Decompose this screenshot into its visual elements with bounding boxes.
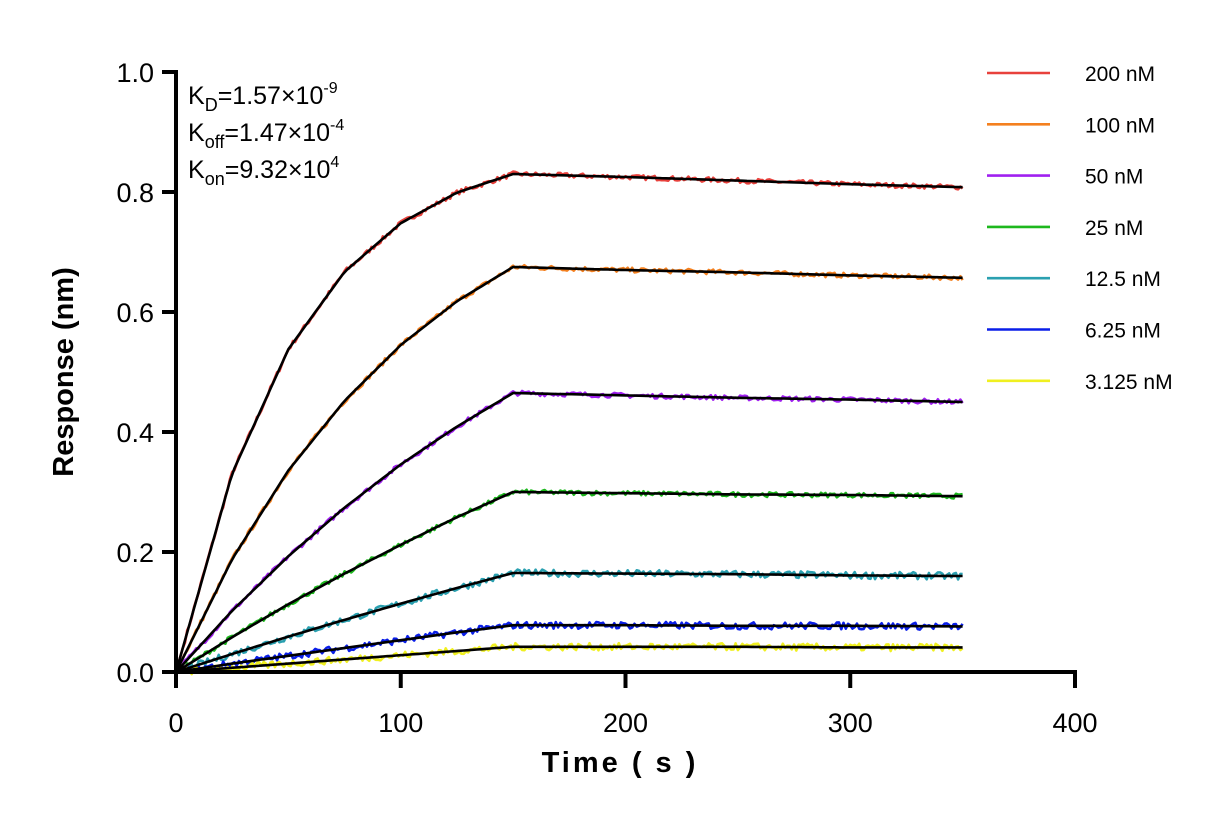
x-axis-title: Time ( s ) xyxy=(542,747,699,779)
curves xyxy=(174,170,964,676)
y-tick-label: 0.0 xyxy=(116,658,154,688)
kinetics-annotation: KD=1.57×10-9 Koff=1.47×10-4 Kon=9.32×104 xyxy=(188,80,344,189)
x-tick-label: 100 xyxy=(378,708,423,738)
axes: 0.0 0.2 0.4 0.6 0.8 1.0 0 100 200 300 400 xyxy=(116,58,1097,738)
y-axis-title: Response (nm) xyxy=(48,267,80,476)
y-tick-label: 0.4 xyxy=(116,418,154,448)
fit-curves xyxy=(174,172,963,674)
fit-line-200-nM xyxy=(174,172,963,673)
fit-line-12_5-nM xyxy=(175,571,963,674)
x-tick-label: 400 xyxy=(1052,708,1097,738)
kd-annotation: KD=1.57×10-9 xyxy=(188,80,338,115)
y-tick-label: 0.8 xyxy=(116,178,154,208)
fit-line-50-nM xyxy=(175,391,963,673)
data-trace-200-nM xyxy=(174,170,964,673)
legend-label: 12.5 nM xyxy=(1085,268,1161,291)
legend: 200 nM 100 nM 50 nM 25 nM 12.5 nM 6.25 nM 3.12… xyxy=(987,63,1173,394)
fit-line-6_25-nM xyxy=(175,623,963,674)
y-tick-label: 0.2 xyxy=(116,538,154,568)
legend-label: 200 nM xyxy=(1085,63,1155,86)
x-tick-label: 200 xyxy=(603,708,648,738)
y-tick-label: 0.6 xyxy=(116,298,154,328)
data-trace-100-nM xyxy=(174,263,964,673)
data-trace-50-nM xyxy=(175,389,964,673)
fit-line-25-nM xyxy=(175,490,963,674)
legend-label: 25 nM xyxy=(1085,217,1143,240)
legend-label: 100 nM xyxy=(1085,114,1155,137)
data-trace-12_5-nM xyxy=(175,568,963,674)
fit-line-3_125-nM xyxy=(175,645,963,674)
legend-label: 6.25 nM xyxy=(1085,320,1161,343)
koff-annotation: Koff=1.47×10-4 xyxy=(188,117,344,152)
fit-line-100-nM xyxy=(174,265,963,673)
x-tick-label: 0 xyxy=(168,708,183,738)
x-tick-label: 300 xyxy=(828,708,873,738)
legend-label: 3.125 nM xyxy=(1085,371,1173,394)
legend-label: 50 nM xyxy=(1085,166,1143,189)
kon-annotation: Kon=9.32×104 xyxy=(188,154,339,189)
y-tick-label: 1.0 xyxy=(116,58,154,88)
